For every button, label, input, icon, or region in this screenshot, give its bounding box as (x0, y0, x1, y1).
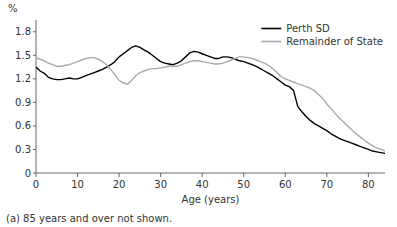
x-tick-label: 10 (71, 179, 84, 190)
x-tick (243, 173, 244, 177)
x-tick-label: 80 (362, 179, 375, 190)
y-tick-label: 1.5 (15, 50, 31, 61)
y-tick (33, 125, 36, 126)
x-tick (368, 173, 369, 177)
y-axis-label: % (8, 3, 18, 14)
y-tick (33, 173, 36, 174)
x-axis-line (36, 173, 385, 174)
y-tick (33, 55, 36, 56)
y-tick (33, 149, 36, 150)
x-tick (119, 173, 120, 177)
y-tick (33, 31, 36, 32)
x-tick (160, 173, 161, 177)
legend-swatch (261, 41, 281, 43)
y-tick (33, 102, 36, 103)
x-tick-label: 30 (154, 179, 167, 190)
y-tick-label: 1.8 (15, 26, 31, 37)
x-axis-label: Age (years) (182, 194, 240, 205)
y-tick-label: 0 (25, 168, 31, 179)
legend-swatch (261, 28, 281, 30)
x-tick (326, 173, 327, 177)
x-tick (77, 173, 78, 177)
y-tick (33, 78, 36, 79)
y-tick-label: 0.9 (15, 97, 31, 108)
series-line (36, 57, 385, 151)
x-tick (36, 173, 37, 177)
y-tick-label: 1.2 (15, 73, 31, 84)
x-tick-label: 20 (113, 179, 126, 190)
x-tick-label: 70 (320, 179, 333, 190)
y-tick-label: 0.3 (15, 144, 31, 155)
x-tick-label: 60 (279, 179, 292, 190)
footnote: (a) 85 years and over not shown. (6, 213, 172, 224)
legend-label: Remainder of State (286, 36, 383, 47)
x-tick-label: 0 (33, 179, 39, 190)
legend-label: Perth SD (286, 23, 330, 34)
legend: Perth SD Remainder of State (261, 23, 383, 47)
chart: 0 10 20 30 40 50 60 70 80 0 0.3 0.6 0.9 1.2 1.5 1.8 Age … (0, 0, 397, 227)
y-axis-line (36, 20, 37, 173)
x-tick-label: 50 (237, 179, 250, 190)
plot-area (36, 46, 385, 153)
x-tick (202, 173, 203, 177)
y-tick-label: 0.6 (15, 120, 31, 131)
x-tick-label: 40 (196, 179, 209, 190)
x-tick (285, 173, 286, 177)
series-line (36, 46, 385, 153)
